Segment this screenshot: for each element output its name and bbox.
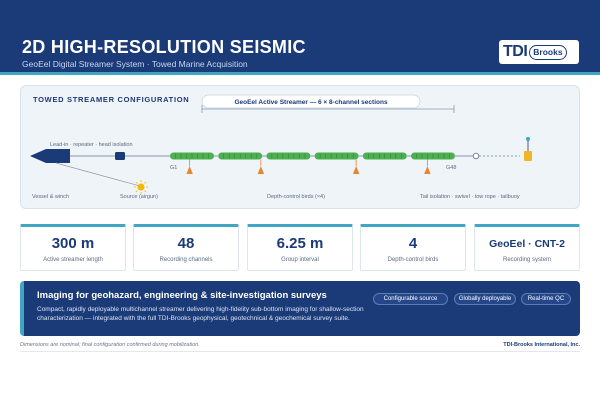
stat-value: GeoEel · CNT-2 xyxy=(489,238,565,250)
stat-card-birds: 4 Depth-control birds xyxy=(360,224,466,271)
logo-tdi-text: TDI xyxy=(503,43,528,60)
stat-value: 300 m xyxy=(51,235,95,252)
footnote: Dimensions are nominal; final configurat… xyxy=(20,342,200,348)
stat-label: Group interval xyxy=(281,257,319,263)
swivel-icon xyxy=(472,152,480,160)
depth-control-bird-icon xyxy=(257,166,265,174)
stat-card-group-interval: 6.25 m Group interval xyxy=(247,224,353,271)
lead-in-label: Lead-in · repeater · head isolation xyxy=(50,142,133,148)
page-title: 2D HIGH-RESOLUTION SEISMIC xyxy=(22,37,306,57)
depth-control-bird-icon xyxy=(186,166,193,174)
vessel-icon xyxy=(30,149,70,163)
imaging-description: Compact, rapidly deployable multichannel… xyxy=(37,306,364,322)
tailbuoy-light-icon xyxy=(526,137,530,141)
vessel-label: Vessel & winch xyxy=(32,194,69,200)
config-title: TOWED STREAMER CONFIGURATION xyxy=(33,95,190,104)
stat-label: Recording system xyxy=(502,257,552,263)
page-subtitle: GeoEel Digital Streamer System · Towed M… xyxy=(22,59,248,69)
source-label: Source (airgun) xyxy=(120,194,158,200)
g48-label: G48 xyxy=(446,165,456,171)
logo-brooks-text: Brooks xyxy=(529,44,567,60)
badge-real-time-qc: Real-time QC xyxy=(521,293,571,305)
stat-label: Recording channels xyxy=(159,257,213,263)
header-accent-rule xyxy=(0,72,600,75)
stat-value: 48 xyxy=(177,235,195,252)
birds-label: Depth-control birds (×4) xyxy=(267,194,325,200)
footer-rule xyxy=(20,351,580,352)
airgun-source-icon xyxy=(134,180,148,194)
stat-value: 4 xyxy=(408,235,418,252)
stat-card-channels: 48 Recording channels xyxy=(133,224,239,271)
stat-card-recording-system: GeoEel · CNT-2 Recording system xyxy=(474,224,580,271)
banner-text: GeoEel Active Streamer — 6 × 8-channel s… xyxy=(234,99,388,106)
tdi-brooks-logo: TDI Brooks xyxy=(499,40,579,64)
header-bar: 2D HIGH-RESOLUTION SEISMIC GeoEel Digita… xyxy=(0,0,600,72)
depth-control-bird-icon xyxy=(352,166,360,174)
stat-value: 6.25 m xyxy=(276,235,324,252)
footer-brand: TDI-Brooks International, Inc. xyxy=(503,342,580,348)
stat-label: Depth-control birds xyxy=(387,257,439,263)
repeater-module xyxy=(115,152,125,160)
stat-label: Active streamer length xyxy=(43,257,103,263)
source-tow-line xyxy=(55,162,141,187)
banner-pill xyxy=(201,94,421,109)
imaging-panel: Imaging for geohazard, engineering & sit… xyxy=(20,281,580,336)
imaging-title: Imaging for geohazard, engineering & sit… xyxy=(37,290,327,301)
depth-control-bird-icon xyxy=(424,166,431,174)
stat-card-length: 300 m Active streamer length xyxy=(20,224,126,271)
tailbuoy-icon xyxy=(524,151,532,161)
g1-label: G1 xyxy=(170,165,177,171)
badge-configurable-source: Configurable source xyxy=(373,293,448,305)
tail-label: Tail isolation · swivel · tow rope · tai… xyxy=(420,194,520,200)
active-streamer-sections xyxy=(170,152,455,160)
badge-globally-deployable: Globally deployable xyxy=(454,293,516,305)
depth-control-birds xyxy=(186,159,431,174)
